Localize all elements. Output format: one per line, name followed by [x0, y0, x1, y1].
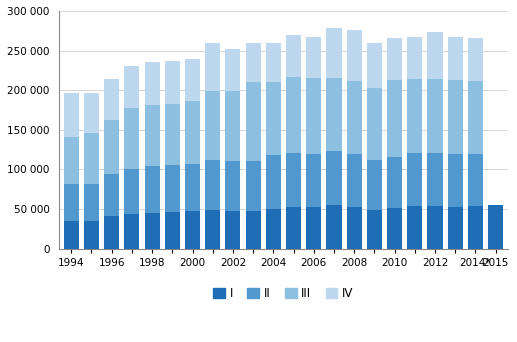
Bar	[225, 49, 240, 91]
Bar	[468, 206, 483, 249]
Bar	[84, 184, 99, 221]
Bar	[286, 78, 301, 153]
Bar	[428, 153, 443, 206]
Bar	[124, 214, 140, 249]
Bar	[448, 207, 463, 249]
Bar	[367, 160, 382, 210]
Bar	[367, 210, 382, 249]
Bar	[286, 207, 301, 249]
Bar	[165, 104, 180, 166]
Bar	[346, 154, 362, 207]
Bar	[306, 207, 321, 249]
Bar	[246, 161, 261, 211]
Bar	[124, 108, 140, 169]
Bar	[306, 78, 321, 154]
Bar	[367, 43, 382, 88]
Bar	[266, 82, 281, 155]
Bar	[306, 154, 321, 207]
Bar	[266, 209, 281, 249]
Bar	[387, 38, 402, 80]
Bar	[488, 205, 503, 249]
Bar	[124, 169, 140, 214]
Bar	[104, 216, 119, 249]
Bar	[185, 59, 200, 101]
Bar	[145, 213, 160, 249]
Bar	[448, 154, 463, 207]
Bar	[367, 88, 382, 160]
Bar	[145, 105, 160, 166]
Bar	[326, 28, 342, 78]
Bar	[225, 91, 240, 161]
Bar	[246, 211, 261, 249]
Bar	[246, 82, 261, 161]
Bar	[165, 212, 180, 249]
Bar	[448, 80, 463, 154]
Bar	[326, 78, 342, 151]
Bar	[145, 62, 160, 105]
Bar	[407, 79, 422, 153]
Bar	[185, 164, 200, 211]
Bar	[205, 210, 220, 249]
Bar	[346, 207, 362, 249]
Bar	[84, 133, 99, 184]
Bar	[165, 61, 180, 104]
Bar	[225, 211, 240, 249]
Bar	[185, 211, 200, 249]
Bar	[428, 31, 443, 79]
Bar	[286, 153, 301, 207]
Bar	[64, 137, 79, 184]
Bar	[225, 161, 240, 211]
Bar	[104, 174, 119, 216]
Bar	[326, 151, 342, 205]
Legend: I, II, III, IV: I, II, III, IV	[208, 282, 358, 304]
Bar	[104, 120, 119, 174]
Bar	[387, 80, 402, 157]
Bar	[205, 43, 220, 91]
Bar	[428, 206, 443, 249]
Bar	[407, 37, 422, 79]
Bar	[326, 205, 342, 249]
Bar	[246, 43, 261, 82]
Bar	[104, 79, 119, 120]
Bar	[64, 221, 79, 249]
Bar	[185, 101, 200, 164]
Bar	[266, 155, 281, 209]
Bar	[306, 37, 321, 78]
Bar	[205, 160, 220, 210]
Bar	[346, 30, 362, 81]
Bar	[468, 38, 483, 81]
Bar	[64, 93, 79, 137]
Bar	[64, 184, 79, 221]
Bar	[448, 37, 463, 80]
Bar	[84, 93, 99, 133]
Bar	[84, 221, 99, 249]
Bar	[387, 208, 402, 249]
Bar	[387, 157, 402, 208]
Bar	[407, 206, 422, 249]
Bar	[205, 91, 220, 160]
Bar	[346, 81, 362, 154]
Bar	[124, 66, 140, 108]
Bar	[286, 35, 301, 78]
Bar	[165, 166, 180, 212]
Bar	[468, 81, 483, 154]
Bar	[266, 43, 281, 82]
Bar	[145, 166, 160, 213]
Bar	[468, 154, 483, 206]
Bar	[428, 79, 443, 153]
Bar	[407, 153, 422, 206]
